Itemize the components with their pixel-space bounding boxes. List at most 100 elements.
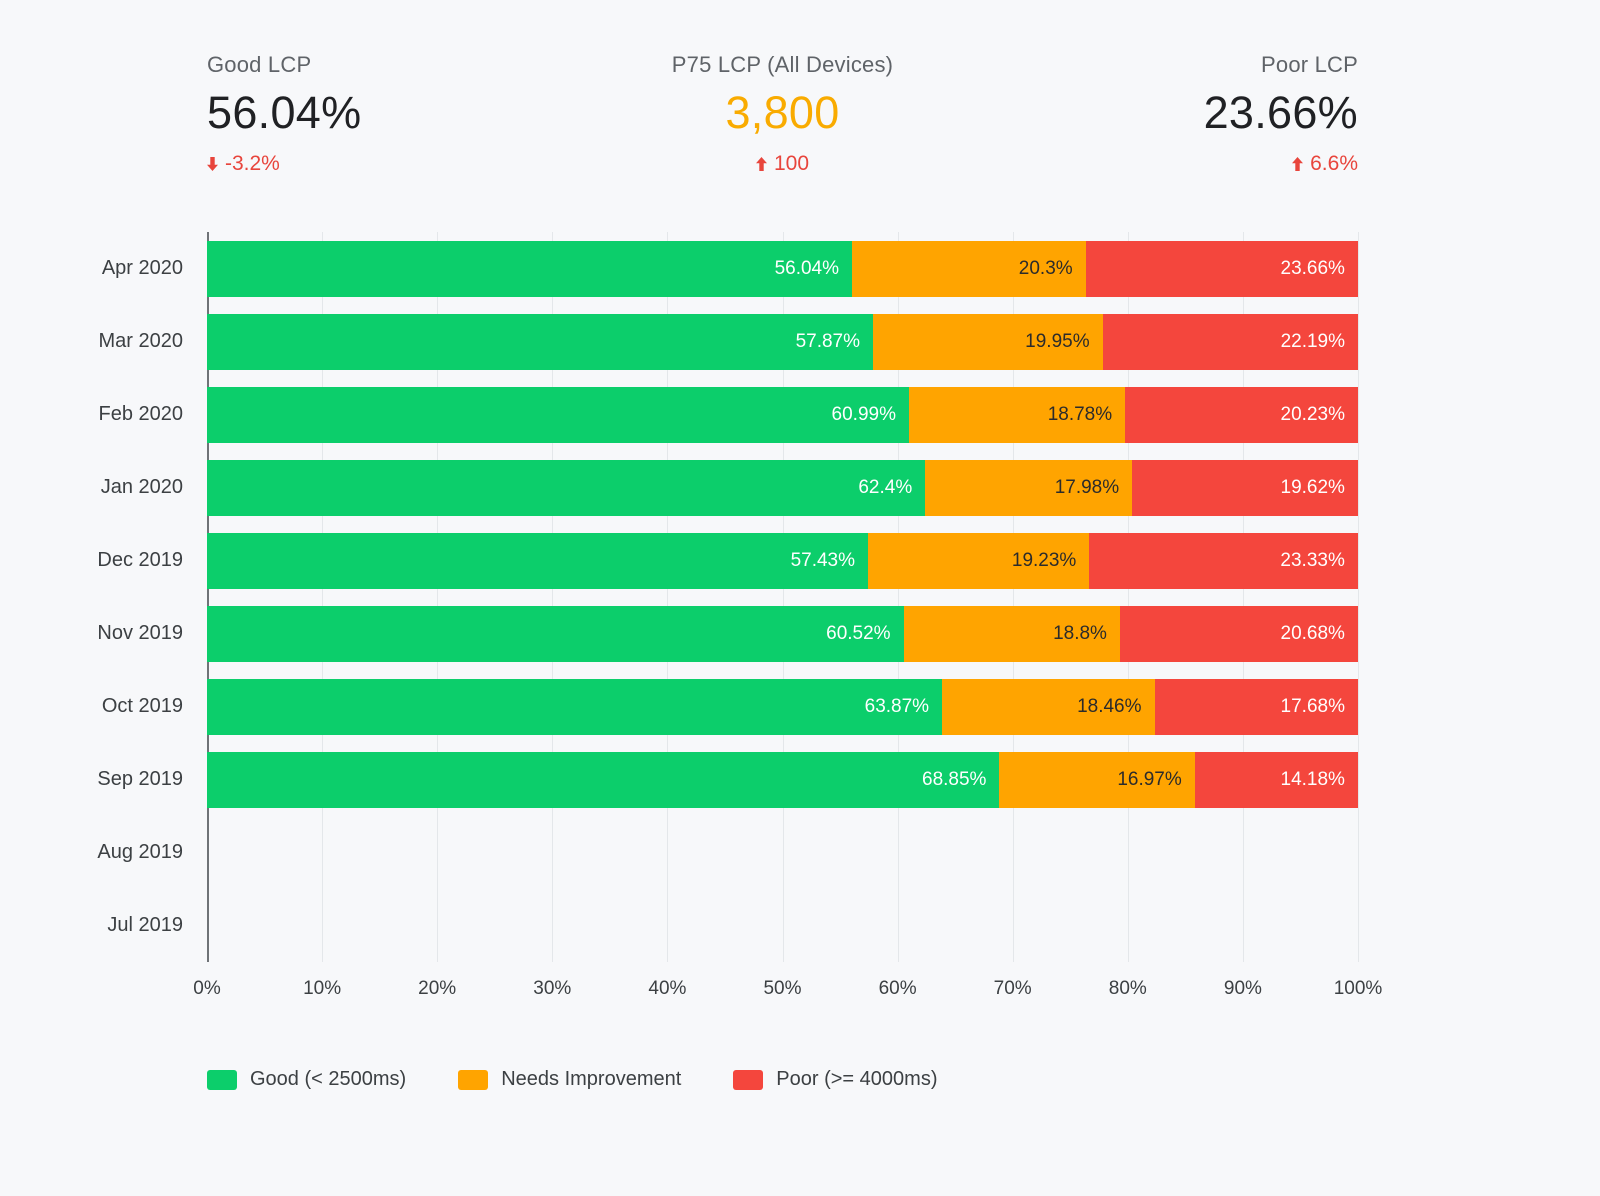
x-axis-tick: 50% (763, 978, 802, 999)
bar-value-label: 16.97% (1117, 768, 1182, 790)
gridline (1358, 232, 1359, 962)
legend-item-good[interactable]: Good (< 2500ms) (207, 1068, 406, 1091)
bar-segment-poor[interactable]: 22.19% (1102, 313, 1359, 370)
bar-value-label: 17.68% (1280, 695, 1345, 717)
bar-segment-needs-improvement[interactable]: 19.23% (868, 532, 1090, 589)
bar-segment-poor[interactable]: 19.62% (1132, 459, 1358, 516)
bar-segment-poor[interactable]: 23.66% (1085, 240, 1358, 297)
legend-item-poor[interactable]: Poor (>= 4000ms) (733, 1068, 937, 1091)
x-axis-tick: 60% (878, 978, 917, 999)
kpi-value: 3,800 (725, 87, 840, 138)
x-axis-tick: 40% (648, 978, 687, 999)
bar-segment-good[interactable]: 56.04% (207, 240, 853, 297)
bar-segment-needs-improvement[interactable]: 18.78% (908, 386, 1126, 443)
bar-track: 56.04% 20.3% 23.66% (207, 240, 1358, 297)
bar-value-label: 19.95% (1025, 330, 1090, 352)
bar-segment-poor[interactable]: 14.18% (1194, 751, 1358, 808)
bar-value-label: 22.19% (1280, 330, 1346, 352)
bar-track: 57.43% 19.23% 23.33% (207, 532, 1358, 589)
x-axis-tick: 100% (1333, 978, 1383, 999)
y-axis-label: Sep 2019 (97, 768, 183, 790)
bar-segment-good[interactable]: 62.4% (207, 459, 926, 516)
legend-item-needs-improvement[interactable]: Needs Improvement (458, 1068, 681, 1091)
bar-segment-good[interactable]: 57.43% (207, 532, 869, 589)
bar-value-label: 23.33% (1280, 549, 1345, 571)
bar-segment-needs-improvement[interactable]: 16.97% (999, 751, 1195, 808)
y-axis-label: Mar 2020 (98, 330, 184, 352)
kpi-delta: 6.6% (1292, 152, 1358, 176)
bar-segment-good[interactable]: 63.87% (207, 678, 943, 735)
gridline (897, 232, 899, 962)
chart-row: Nov 2019 60.52% 18.8% 20.68% (0, 597, 1358, 670)
delta-down-arrow-icon (207, 157, 218, 171)
x-axis-tick: 90% (1223, 978, 1262, 999)
x-axis-tick: 30% (533, 978, 572, 999)
kpi-card-good-lcp: Good LCP 56.04% -3.2% (207, 52, 361, 176)
bar-value-label: 68.85% (922, 768, 987, 790)
bar-segment-needs-improvement[interactable]: 18.46% (942, 678, 1155, 735)
lcp-stacked-bar-chart: Apr 2020 56.04% 20.3% 23.66% Mar 2020 57.87% 1… (0, 232, 1382, 1091)
bar-segment-good[interactable]: 68.85% (207, 751, 1000, 808)
kpi-card-poor-lcp: Poor LCP 23.66% 6.6% (1204, 52, 1358, 176)
bar-segment-needs-improvement[interactable]: 18.8% (903, 605, 1120, 662)
bar-segment-good[interactable]: 60.52% (207, 605, 904, 662)
bar-segment-poor[interactable]: 17.68% (1154, 678, 1358, 735)
kpi-label: Poor LCP (1261, 52, 1358, 77)
x-axis: 0% 10% 20% 30% 40% 50% 60% 70% 80% 90% 100% (193, 978, 1382, 1004)
kpi-label: P75 LCP (All Devices) (671, 52, 894, 77)
gridline (782, 232, 784, 962)
kpi-delta-value: -3.2% (225, 152, 280, 175)
bar-track: 68.85% 16.97% 14.18% (207, 751, 1358, 808)
y-axis-label: Jul 2019 (107, 914, 183, 936)
gridline (667, 232, 669, 962)
gridline (1242, 232, 1244, 962)
bar-value-label: 57.43% (790, 549, 856, 571)
chart-row: Feb 2020 60.99% 18.78% 20.23% (0, 378, 1358, 451)
bar-track: 60.99% 18.78% 20.23% (207, 386, 1358, 443)
bar-segment-poor[interactable]: 23.33% (1089, 532, 1358, 589)
bar-segment-poor[interactable]: 20.68% (1119, 605, 1358, 662)
bar-track: 60.52% 18.8% 20.68% (207, 605, 1358, 662)
x-axis-tick: 20% (418, 978, 457, 999)
y-axis-label: Apr 2020 (101, 257, 183, 279)
bar-value-label: 20.23% (1280, 403, 1345, 425)
y-axis-label: Feb 2020 (98, 403, 183, 425)
bar-track: 57.87% 19.95% 22.19% (207, 313, 1359, 370)
bar-value-label: 60.99% (831, 403, 896, 425)
kpi-delta-value: 6.6% (1310, 152, 1358, 175)
bar-value-label: 18.78% (1047, 403, 1113, 425)
bar-value-label: 19.62% (1280, 476, 1345, 498)
gridline (437, 232, 439, 962)
legend-swatch (733, 1069, 764, 1090)
y-axis-label: Nov 2019 (97, 622, 183, 644)
bar-segment-good[interactable]: 60.99% (207, 386, 909, 443)
bar-segment-needs-improvement[interactable]: 17.98% (925, 459, 1133, 516)
legend: Good (< 2500ms) Needs Improvement Poor (>=… (207, 1068, 1358, 1091)
bar-segment-needs-improvement[interactable]: 19.95% (873, 313, 1103, 370)
bar-segment-good[interactable]: 57.87% (207, 313, 874, 370)
bar-track (207, 898, 1358, 954)
lcp-dashboard: Good LCP 56.04% -3.2% P75 LCP (All Devic… (0, 52, 1382, 1091)
bar-track: 62.4% 17.98% 19.62% (207, 459, 1358, 516)
chart-row: Jul 2019 (0, 889, 1358, 962)
chart-row: Aug 2019 (0, 816, 1358, 889)
bar-value-label: 14.18% (1280, 768, 1345, 790)
bar-value-label: 20.68% (1280, 622, 1345, 644)
bar-segment-poor[interactable]: 20.23% (1125, 386, 1358, 443)
bar-segment-needs-improvement[interactable]: 20.3% (852, 240, 1086, 297)
x-axis-tick: 80% (1108, 978, 1147, 999)
gridline (1012, 232, 1014, 962)
bar-value-label: 23.66% (1280, 257, 1345, 279)
bar-value-label: 63.87% (864, 695, 930, 717)
x-axis-tick: 10% (303, 978, 342, 999)
y-axis-label: Jan 2020 (100, 476, 183, 498)
legend-label: Needs Improvement (501, 1068, 682, 1090)
kpi-delta: 100 (755, 152, 809, 176)
bar-value-label: 56.04% (774, 257, 840, 279)
legend-label: Poor (>= 4000ms) (776, 1068, 938, 1090)
kpi-delta: -3.2% (207, 152, 280, 176)
kpi-card-p75-lcp: P75 LCP (All Devices) 3,800 100 (672, 52, 893, 176)
legend-label: Good (< 2500ms) (250, 1068, 407, 1090)
legend-swatch (207, 1069, 237, 1090)
kpi-label: Good LCP (207, 52, 312, 77)
